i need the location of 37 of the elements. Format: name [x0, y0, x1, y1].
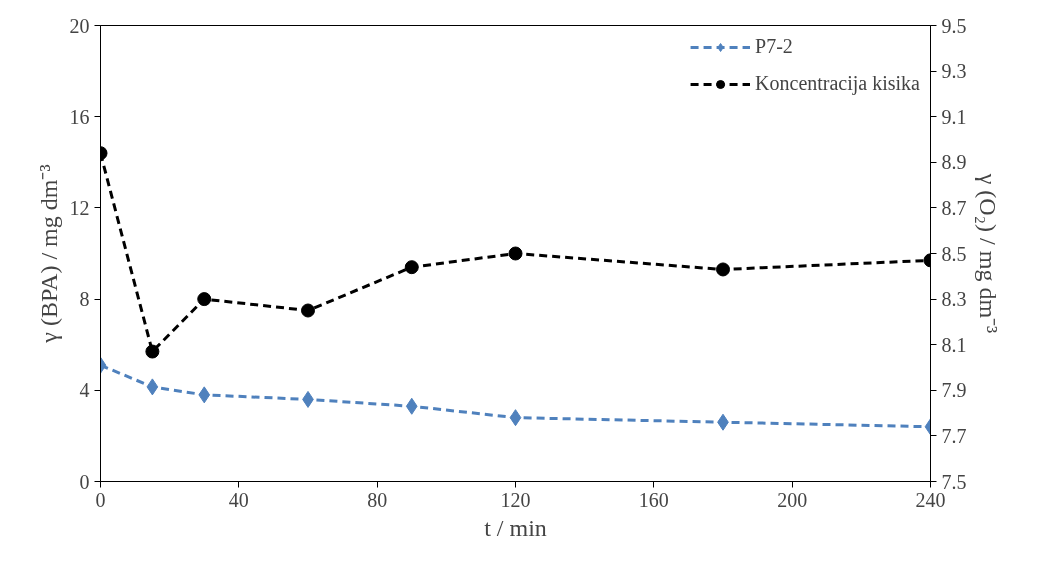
y-tick-label: 0 — [79, 470, 90, 493]
y-axis-title: γ (BPA) / mg dm⁻³ — [35, 164, 62, 344]
y2-tick-label: 8.9 — [941, 151, 967, 174]
y2-tick-label: 8.7 — [941, 196, 967, 219]
y2-tick-label: 9.5 — [941, 14, 967, 37]
y-tick-label: 20 — [69, 14, 90, 37]
point — [197, 292, 212, 307]
y-tick-label: 8 — [79, 288, 90, 311]
x-tick-label: 40 — [228, 488, 249, 511]
y2-tick-label: 9.1 — [941, 105, 967, 128]
y2-tick-label: 9.3 — [941, 60, 967, 83]
point — [198, 386, 211, 404]
x-axis-title: t / min — [484, 514, 547, 541]
x-tick-label: 0 — [95, 488, 106, 511]
y2-tick-label: 7.9 — [941, 379, 967, 402]
legend-label: P7-2 — [755, 35, 793, 58]
y2-axis-title: γ (O₂) / mg dm⁻³ — [974, 172, 1001, 334]
point — [145, 344, 160, 359]
point — [301, 303, 315, 318]
point — [508, 246, 523, 261]
x-tick-label: 120 — [500, 488, 531, 511]
x-tick-label: 160 — [638, 488, 669, 511]
point — [716, 262, 730, 277]
x-tick-label: 200 — [777, 488, 808, 511]
y2-tick-label: 8.5 — [941, 242, 967, 265]
y-tick-label: 4 — [79, 379, 90, 402]
point — [405, 397, 418, 415]
legend-label: Koncentracija kisika — [755, 72, 920, 95]
y-tick-label: 16 — [69, 105, 90, 128]
point — [146, 378, 159, 396]
y2-tick-label: 8.3 — [941, 288, 967, 311]
y2-tick-label: 8.1 — [941, 333, 967, 356]
y-tick-label: 12 — [69, 196, 90, 219]
point — [509, 409, 522, 427]
y2-tick-label: 7.7 — [941, 424, 967, 447]
point — [404, 260, 419, 275]
x-tick-label: 80 — [367, 488, 388, 511]
